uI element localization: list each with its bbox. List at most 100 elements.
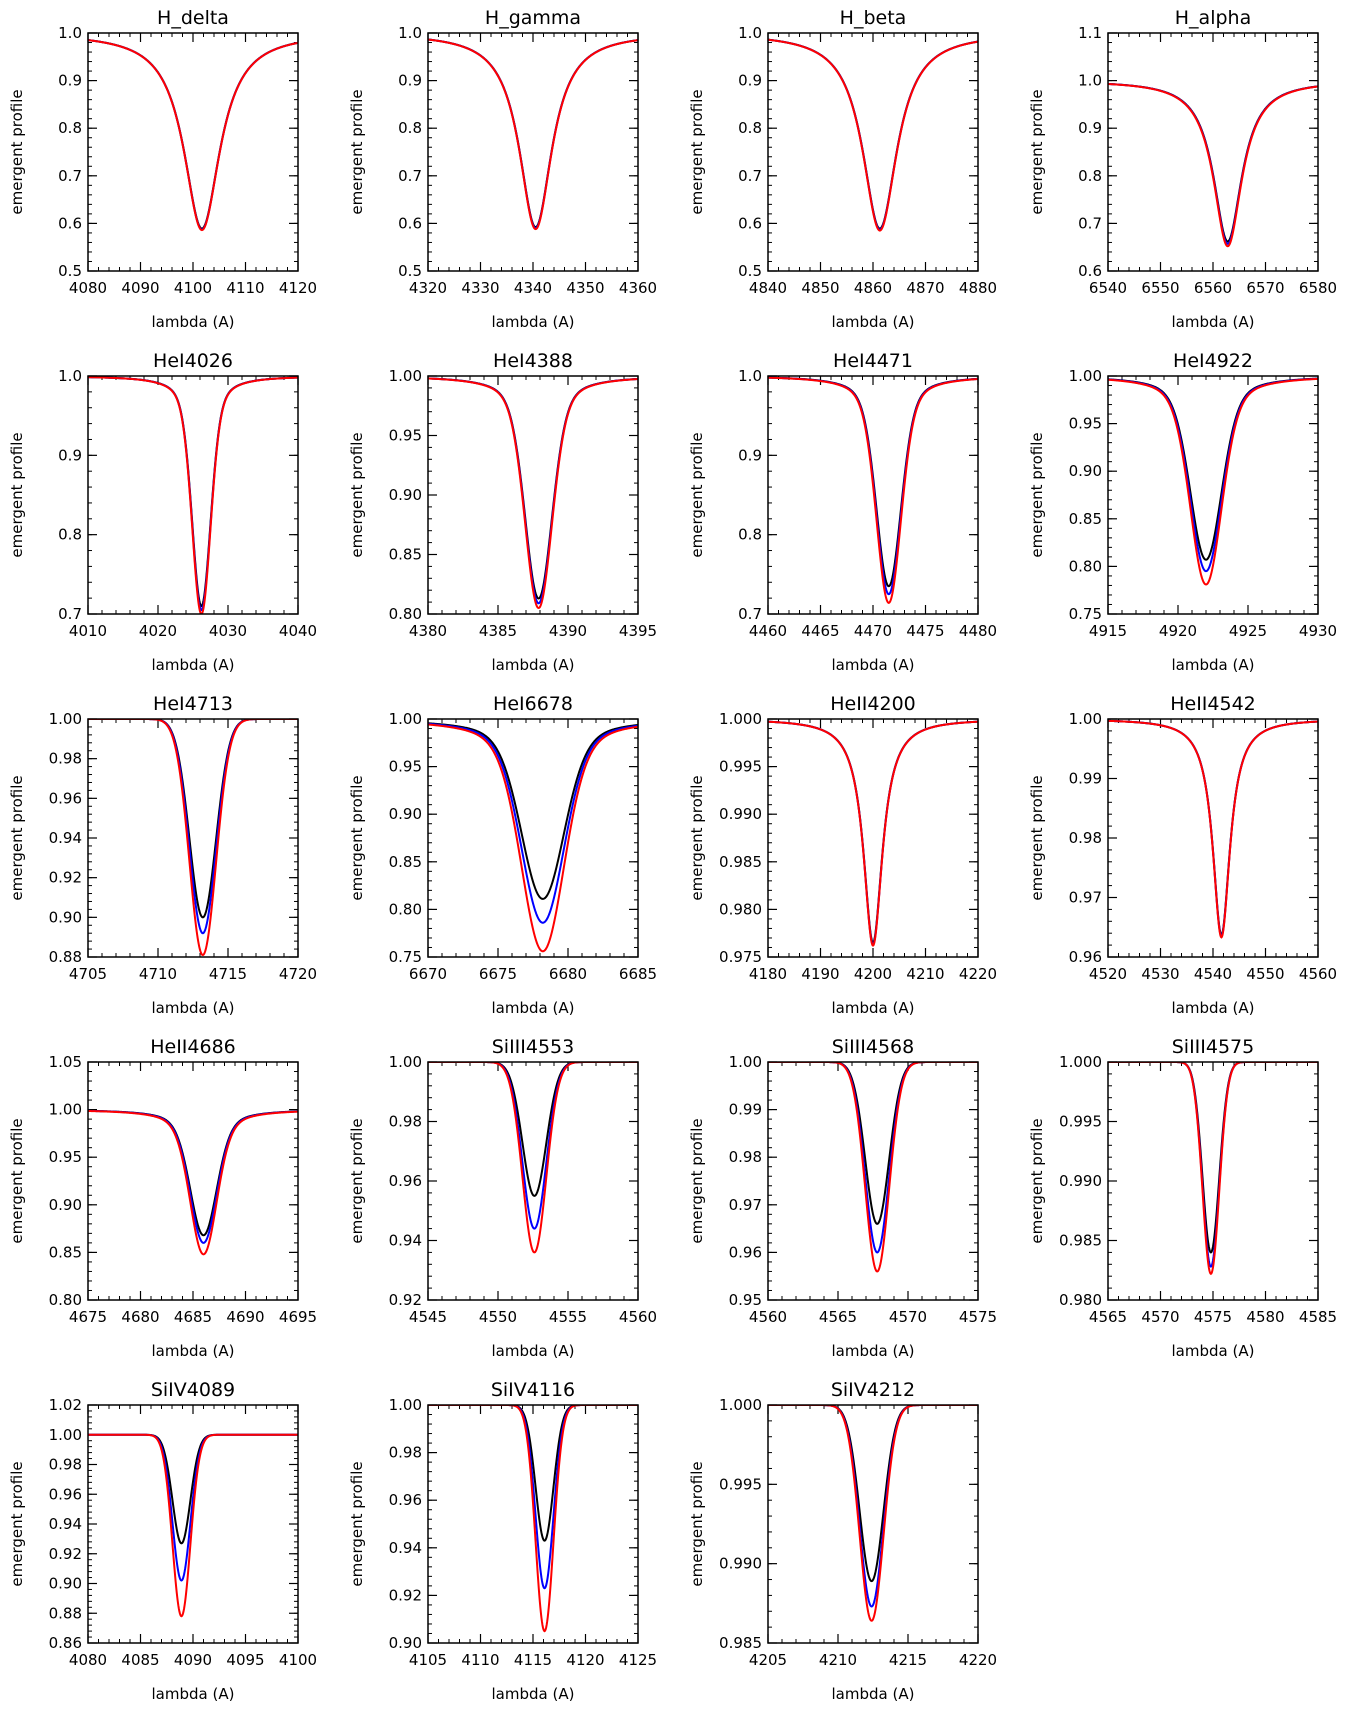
profile-line-2 [768,38,978,232]
chart-svg: SiIII4575 lambda (A) emergent profile 4565 4… [1028,1036,1337,1360]
x-axis-label: lambda (A) [492,1685,575,1703]
y-axis-label: emergent profile [8,432,26,557]
x-tick-label: 4110 [461,1651,499,1669]
x-tick-label: 4030 [209,622,247,640]
x-tick-label: 6675 [479,965,517,983]
y-tick-label: 0.80 [1069,557,1102,575]
chart-title: H_beta [840,7,907,29]
profile-line-0 [768,38,978,230]
x-axis-label: lambda (A) [492,656,575,674]
y-tick-label: 1.00 [389,1053,422,1071]
profile-line-2 [1108,83,1318,248]
profile-line-2 [428,1405,638,1633]
y-tick-label: 0.92 [49,869,82,887]
profile-line-1 [1108,719,1318,938]
x-tick-label: 4100 [279,1651,317,1669]
y-tick-label: 0.7 [398,167,422,185]
x-tick-label: 4395 [619,622,657,640]
profile-line-2 [88,1433,298,1618]
y-tick-label: 0.96 [49,1485,82,1503]
y-tick-label: 1.000 [719,710,762,728]
x-tick-label: 6680 [549,965,587,983]
chart-title: HeI4713 [153,693,233,715]
y-tick-label: 0.80 [389,605,422,623]
x-tick-label: 4320 [409,279,447,297]
y-tick-label: 0.80 [389,900,422,918]
y-tick-label: 0.7 [58,605,82,623]
chart-title: HeI4388 [493,350,573,372]
y-tick-label: 0.980 [1059,1291,1102,1309]
x-tick-label: 6560 [1194,279,1232,297]
x-tick-label: 4080 [69,1651,107,1669]
y-axis-label: emergent profile [688,89,706,214]
x-tick-label: 4540 [1194,965,1232,983]
chart-svg: HeII4542 lambda (A) emergent profile 4520 45… [1028,693,1337,1017]
y-tick-label: 1.0 [398,24,422,42]
chart-panel-9: HeI6678 lambda (A) emergent profile 6670 667… [340,686,670,1029]
profile-line-1 [768,1062,978,1254]
y-axis-label: emergent profile [348,432,366,557]
y-tick-label: 1.000 [1059,1053,1102,1071]
y-tick-label: 1.00 [389,710,422,728]
y-tick-label: 0.94 [49,1515,82,1533]
y-tick-label: 0.90 [49,1575,82,1593]
x-tick-label: 4100 [174,279,212,297]
chart-title: HeII4200 [830,693,916,715]
profile-line-0 [768,1405,978,1583]
y-tick-label: 0.985 [1059,1232,1102,1250]
profile-line-2 [428,38,638,231]
chart-svg: HeI4388 lambda (A) emergent profile 4380 438… [348,350,657,674]
y-tick-label: 0.92 [389,1291,422,1309]
x-tick-label: 4190 [801,965,839,983]
plot-frame [1107,1061,1319,1301]
x-tick-label: 4720 [279,965,317,983]
x-tick-label: 4570 [889,1308,927,1326]
x-tick-label: 4545 [409,1308,447,1326]
y-tick-label: 0.8 [738,119,762,137]
x-tick-label: 4125 [619,1651,657,1669]
chart-svg: SiIII4568 lambda (A) emergent profile 4560 4… [688,1036,997,1360]
chart-panel-5: HeI4388 lambda (A) emergent profile 4380 438… [340,343,670,686]
y-tick-label: 0.5 [58,262,82,280]
y-axis-label: emergent profile [1028,432,1046,557]
chart-panel-1: H_gamma lambda (A) emergent profile 4320 433… [340,0,670,343]
x-axis-label: lambda (A) [832,1685,915,1703]
profile-line-0 [1108,1062,1318,1254]
x-tick-label: 4850 [801,279,839,297]
y-tick-label: 0.98 [389,1113,422,1131]
x-tick-label: 4040 [279,622,317,640]
chart-title: H_alpha [1175,7,1251,29]
y-tick-label: 0.7 [738,167,762,185]
y-axis-label: emergent profile [1028,775,1046,900]
x-axis-label: lambda (A) [152,313,235,331]
y-axis-label: emergent profile [348,1461,366,1586]
y-tick-label: 1.00 [389,367,422,385]
profile-line-0 [428,1405,638,1542]
x-axis-label: lambda (A) [492,999,575,1017]
x-tick-label: 4710 [139,965,177,983]
y-tick-label: 0.98 [1069,829,1102,847]
x-tick-label: 4585 [1299,1308,1337,1326]
y-axis-label: emergent profile [688,1461,706,1586]
x-tick-label: 4460 [749,622,787,640]
chart-svg: HeI4026 lambda (A) emergent profile 4010 402… [8,350,317,674]
y-tick-label: 1.05 [49,1053,82,1071]
y-tick-label: 0.99 [1069,770,1102,788]
plot-frame [1107,718,1319,958]
chart-title: SiIV4116 [491,1379,575,1401]
profile-line-2 [428,377,638,610]
y-axis-label: emergent profile [688,432,706,557]
plot-frame [767,375,979,615]
x-tick-label: 4110 [226,279,264,297]
profile-line-1 [428,1405,638,1590]
y-tick-label: 0.5 [738,262,762,280]
profile-line-2 [88,1109,298,1256]
y-tick-label: 0.92 [49,1545,82,1563]
y-tick-label: 0.9 [58,72,82,90]
x-tick-label: 4560 [749,1308,787,1326]
x-tick-label: 6670 [409,965,447,983]
x-axis-label: lambda (A) [832,313,915,331]
x-tick-label: 4560 [1299,965,1337,983]
profile-line-0 [768,720,978,945]
